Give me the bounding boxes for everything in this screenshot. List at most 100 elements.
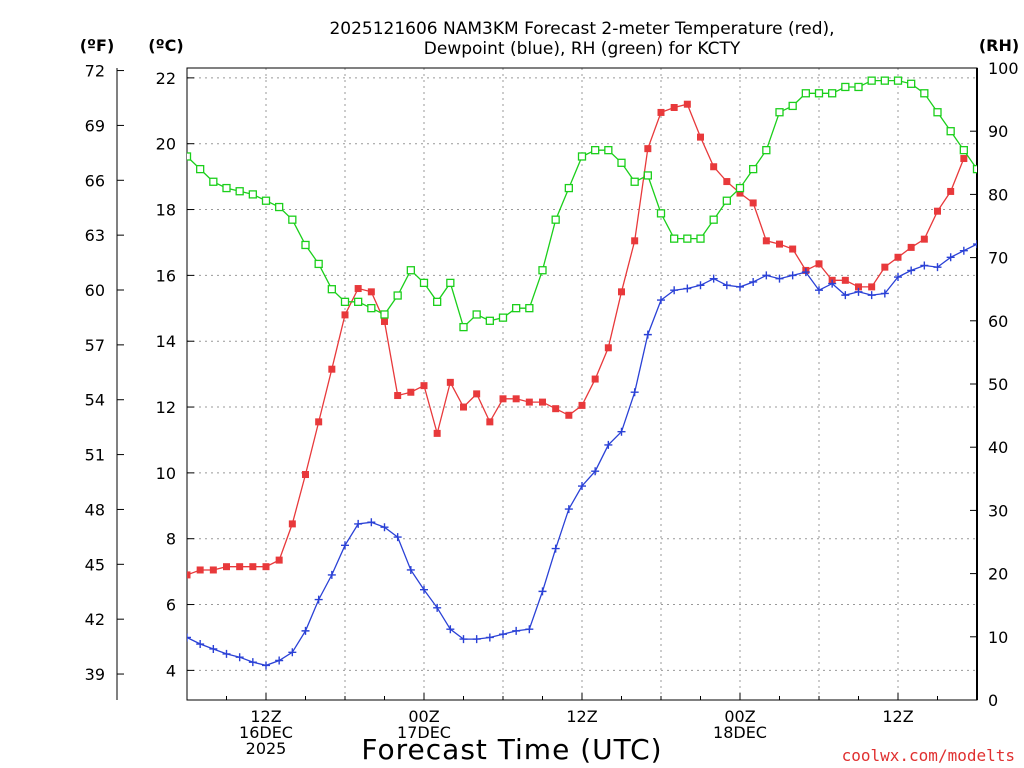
rh-axis-label: (RH) <box>979 36 1019 55</box>
celsius-tick-label: 8 <box>166 530 176 549</box>
dewpoint-point <box>775 274 784 283</box>
dewpoint-point <box>459 635 468 644</box>
x-tick-label: 12Z <box>566 707 597 726</box>
rh-point <box>288 215 297 224</box>
dewpoint-point <box>314 595 323 604</box>
rh-point <box>670 234 679 243</box>
dewpoint-point <box>709 274 718 283</box>
series-rh <box>187 76 977 332</box>
rh-point <box>525 304 534 313</box>
x-axis-title: Forecast Time (UTC) <box>361 733 662 766</box>
rh-point <box>828 89 837 98</box>
temperature-point <box>288 520 296 528</box>
dewpoint-point <box>354 519 363 528</box>
temperature-point <box>604 344 612 352</box>
temperature-point <box>433 429 441 437</box>
x-tick-label: 00Z <box>724 707 755 726</box>
dewpoint-point <box>973 240 977 249</box>
rh-point <box>433 297 442 306</box>
dewpoint-point <box>380 523 389 532</box>
dewpoint-point <box>551 544 560 553</box>
dewpoint-point <box>288 648 297 657</box>
temperature-point <box>855 283 862 291</box>
dewpoint-point <box>275 656 284 665</box>
dewpoint-point <box>828 279 837 288</box>
dewpoint-point <box>867 291 876 300</box>
dewpoint-point <box>367 518 376 527</box>
fahrenheit-tick-label: 54 <box>85 391 105 410</box>
rh-point <box>907 79 916 88</box>
temperature-point <box>223 563 230 571</box>
dewpoint-point <box>393 533 402 542</box>
temperature-point <box>302 471 309 479</box>
celsius-tick-label: 22 <box>156 69 176 88</box>
temperature-point <box>552 405 560 413</box>
dewpoint-point <box>933 263 942 272</box>
rh-point <box>577 152 587 161</box>
dewpoint-point <box>472 635 481 644</box>
series-line-temperature <box>187 103 965 576</box>
dewpoint-point <box>433 603 442 612</box>
temperature-point <box>275 556 283 564</box>
temperature-point <box>187 571 191 579</box>
rh-tick-label: 50 <box>988 375 1008 394</box>
fahrenheit-axis-label: (ºF) <box>80 36 115 55</box>
temperature-point <box>446 378 454 386</box>
dewpoint-point <box>341 541 349 550</box>
rh-point <box>512 304 521 313</box>
rh-point <box>187 152 192 161</box>
series-temperature <box>187 100 968 579</box>
dewpoint-point <box>696 281 705 290</box>
temperature-point <box>420 382 428 390</box>
dewpoint-point <box>959 246 968 255</box>
temperature-point <box>249 563 257 571</box>
rh-point <box>696 234 705 243</box>
rh-tick-label: 0 <box>988 691 998 710</box>
dewpoint-point <box>643 330 652 339</box>
x-tick-label: 12Z <box>882 707 913 726</box>
rh-tick-label: 30 <box>988 501 1008 520</box>
celsius-tick-label: 18 <box>156 201 176 220</box>
dewpoint-point <box>187 633 191 642</box>
temperature-point <box>486 418 494 426</box>
celsius-axis-label: (ºC) <box>148 36 183 55</box>
dewpoint-point <box>617 427 626 436</box>
rh-point <box>261 196 271 205</box>
rh-point <box>867 76 876 85</box>
rh-point <box>893 76 903 85</box>
dewpoint-point <box>209 644 218 653</box>
x-tick-label: 00Z <box>408 707 439 726</box>
rh-point <box>248 190 257 199</box>
dewpoint-point <box>525 625 534 634</box>
celsius-tick-label: 20 <box>156 135 176 154</box>
celsius-tick-label: 14 <box>156 332 176 351</box>
temperature-point <box>236 563 244 571</box>
temperature-point <box>815 260 823 268</box>
temperature-point <box>512 395 520 403</box>
dewpoint-point <box>538 587 547 596</box>
fahrenheit-tick-label: 45 <box>85 555 105 574</box>
rh-point <box>485 316 494 325</box>
chart-title-line-2: Dewpoint (blue), RH (green) for KCTY <box>424 39 741 59</box>
rh-point <box>880 76 889 85</box>
credit-link[interactable]: coolwx.com/modelts <box>842 746 1015 765</box>
temperature-point <box>354 285 362 293</box>
dewpoint-point <box>604 440 613 449</box>
temperature-point <box>539 398 546 406</box>
dewpoint-point <box>512 626 521 635</box>
rh-point <box>314 259 323 269</box>
rh-point <box>749 164 758 174</box>
temperature-point <box>578 401 586 409</box>
dewpoint-point <box>222 649 231 658</box>
rh-point <box>841 82 850 92</box>
rh-point <box>788 101 797 111</box>
temperature-point <box>934 207 941 215</box>
rh-point <box>643 171 652 180</box>
rh-point <box>327 285 336 294</box>
temperature-point <box>920 235 928 243</box>
celsius-tick-label: 12 <box>156 398 176 417</box>
rh-tick-label: 10 <box>988 628 1008 647</box>
fahrenheit-tick-label: 42 <box>85 610 105 629</box>
rh-point <box>775 108 784 117</box>
